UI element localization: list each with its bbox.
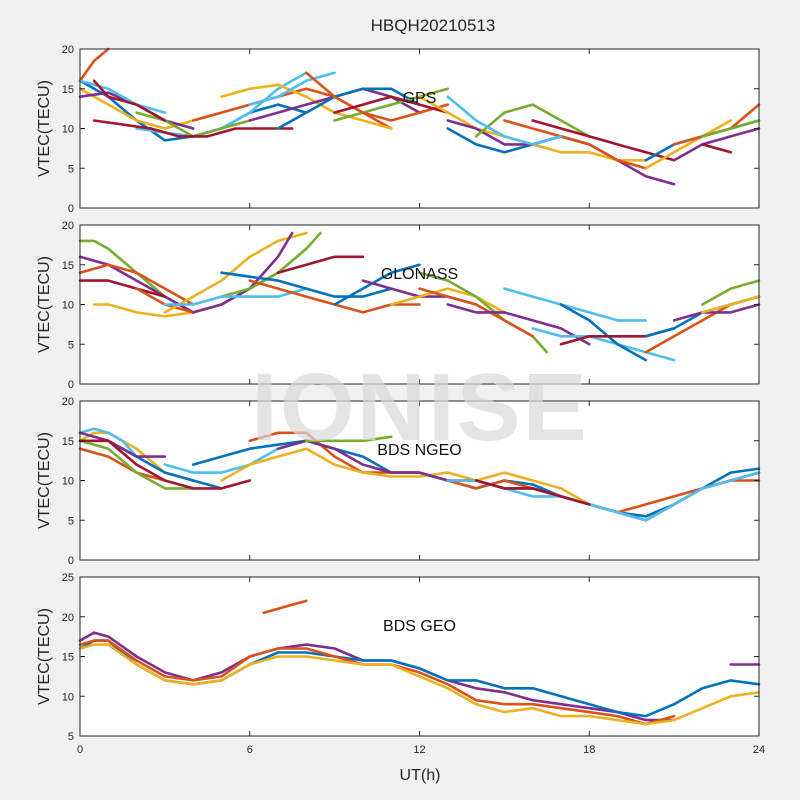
series-line-12	[276, 255, 365, 275]
y-axis-label: VTEC(TECU)	[36, 80, 53, 177]
series-group	[78, 427, 761, 522]
series-line-28	[701, 119, 761, 138]
series-line-4	[78, 439, 195, 490]
series-line-16	[418, 271, 549, 354]
y-tick-label: 10	[62, 300, 74, 312]
series-line-23	[531, 119, 676, 162]
y-tick-label: 20	[62, 44, 74, 56]
x-tick-label: 18	[583, 744, 595, 756]
panel-label: BDS NGEO	[377, 442, 461, 459]
y-axis-label: VTEC(TECU)	[36, 432, 53, 529]
series-line-19	[503, 287, 648, 322]
series-line-24	[644, 119, 733, 170]
series-line-25	[672, 303, 761, 322]
series-line-1	[78, 427, 138, 458]
series-line-9	[248, 431, 761, 514]
series-line-3	[78, 643, 761, 726]
y-tick-label: 15	[62, 652, 74, 664]
panel-2: 0 5 10 15 20 VTEC(TECU) BDS NGEO	[36, 396, 761, 567]
series-line-14	[474, 479, 591, 506]
series-line-20	[531, 327, 676, 362]
series-line-21	[559, 303, 648, 362]
y-axis-label: VTEC(TECU)	[36, 608, 53, 705]
series-line-27	[672, 127, 761, 162]
series-line-10	[220, 271, 393, 298]
y-tick-label: 0	[68, 555, 74, 567]
x-axis-label: UT(h)	[400, 767, 441, 784]
series-line-1	[78, 255, 195, 314]
panel-0: 0 5 10 15 20 VTEC(TECU) GPS	[36, 44, 761, 215]
series-line-20	[474, 103, 591, 138]
series-line-15	[389, 287, 506, 314]
y-tick-label: 15	[62, 436, 74, 448]
y-tick-label: 20	[62, 612, 74, 624]
series-line-13	[333, 263, 421, 306]
series-line-26	[701, 279, 761, 306]
series-line-7	[92, 119, 294, 138]
plot-area	[80, 49, 759, 208]
series-line-21	[503, 119, 648, 170]
series-line-5	[78, 431, 167, 458]
x-tick-label: 12	[413, 744, 425, 756]
series-line-4	[262, 599, 308, 615]
y-tick-label: 25	[62, 572, 74, 584]
series-group	[78, 599, 761, 726]
series-line-6	[163, 231, 308, 314]
x-tick-label: 24	[753, 744, 765, 756]
y-tick-label: 10	[62, 691, 74, 703]
series-line-16	[333, 95, 450, 114]
series-line-8	[92, 79, 167, 122]
series-line-14	[333, 87, 450, 122]
plot-area	[80, 577, 759, 736]
y-tick-label: 15	[62, 84, 74, 96]
watermark: IONISE	[251, 354, 588, 461]
y-tick-label: 5	[68, 731, 74, 743]
series-line-2	[78, 263, 195, 306]
series-line-3	[78, 447, 167, 482]
series-line-13	[248, 71, 336, 106]
series-line-18	[446, 303, 591, 346]
panel-label: BDS GEO	[383, 618, 456, 635]
y-axis-label: VTEC(TECU)	[36, 256, 53, 353]
figure-title: HBQH20210513	[371, 16, 496, 35]
series-line-22	[446, 95, 563, 146]
y-tick-label: 0	[68, 203, 74, 215]
series-group	[78, 231, 761, 362]
panel-1: 0 5 10 15 20 VTEC(TECU) GLONASS	[36, 220, 761, 391]
panel-label: GLONASS	[381, 266, 458, 283]
y-tick-label: 5	[68, 339, 74, 351]
y-tick-label: 20	[62, 220, 74, 232]
series-line-12	[304, 435, 393, 443]
series-line-17	[418, 287, 535, 338]
panel-3: 5 10 15 20 25 0 6 12 18 24 VTEC(TECU) BDS GEO	[36, 572, 765, 756]
series-line-15	[304, 71, 450, 122]
y-tick-label: 5	[68, 515, 74, 527]
series-line-12	[276, 87, 421, 130]
series-group	[78, 47, 761, 186]
y-tick-label: 0	[68, 379, 74, 391]
y-tick-label: 10	[62, 476, 74, 488]
series-line-9	[163, 287, 308, 306]
series-line-4	[78, 79, 167, 114]
x-tick-label: 6	[247, 744, 253, 756]
y-tick-label: 5	[68, 163, 74, 175]
series-line-1	[78, 47, 110, 83]
series-line-3	[78, 279, 167, 298]
x-tick-label: 0	[77, 744, 83, 756]
panel-label: GPS	[403, 90, 437, 107]
series-line-4	[92, 303, 195, 318]
series-line-6	[78, 439, 252, 490]
y-tick-label: 10	[62, 124, 74, 136]
y-tick-label: 20	[62, 396, 74, 408]
series-line-27	[701, 295, 761, 314]
y-tick-label: 15	[62, 260, 74, 272]
series-line-10	[220, 83, 393, 130]
series-line-29	[701, 143, 733, 154]
